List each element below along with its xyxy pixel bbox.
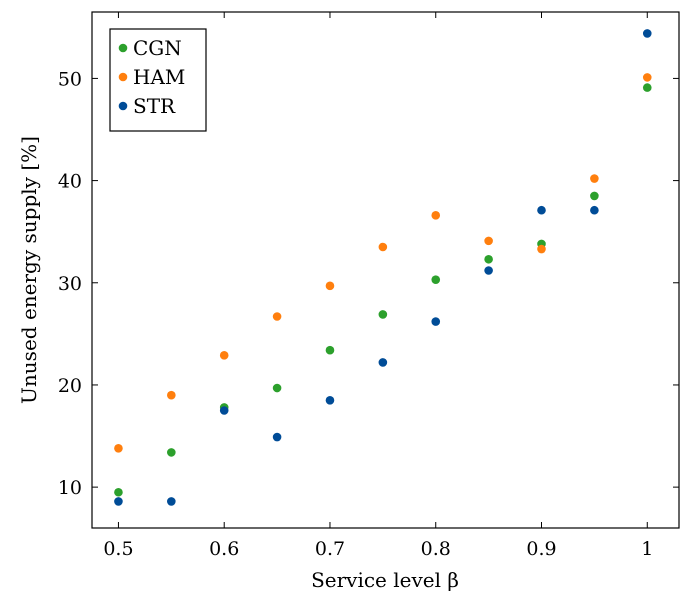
y-tick-label-4: 50 <box>58 68 82 90</box>
legend-marker-cgn <box>118 43 128 53</box>
point-ham-6 <box>431 211 441 220</box>
point-ham-5 <box>378 242 388 252</box>
point-str-6 <box>431 317 441 326</box>
point-str-5 <box>378 358 388 367</box>
point-cgn-1 <box>167 448 176 457</box>
point-cgn-5 <box>378 310 388 319</box>
point-ham-4 <box>325 281 335 291</box>
point-str-2 <box>219 406 229 415</box>
x-axis-label: Service level β <box>311 568 459 592</box>
point-ham-7 <box>484 236 493 246</box>
point-str-9 <box>590 205 599 215</box>
point-ham-8 <box>537 244 546 254</box>
legend-label-ham: HAM <box>133 65 185 89</box>
x-tick-label-2: 0.7 <box>315 538 345 560</box>
point-str-3 <box>272 432 282 442</box>
point-cgn-0 <box>114 487 123 497</box>
plot-frame <box>91 11 680 529</box>
legend: CGN HAM STR <box>109 28 207 132</box>
y-axis-label: Unused energy supply [%] <box>17 136 41 404</box>
point-ham-9 <box>590 174 599 183</box>
data-points <box>114 29 652 506</box>
legend-label-cgn: CGN <box>133 36 182 60</box>
point-cgn-10 <box>642 83 652 92</box>
x-tick-label-1: 0.6 <box>209 538 239 560</box>
point-str-10 <box>642 29 652 38</box>
y-tick-label-1: 20 <box>58 375 82 397</box>
x-axis-ticks: 0.5 0.6 0.7 0.8 0.9 1 <box>103 12 653 560</box>
y-axis-ticks: 10 20 30 40 50 <box>58 68 679 499</box>
point-ham-3 <box>272 312 282 321</box>
point-ham-0 <box>114 444 123 453</box>
point-ham-1 <box>167 390 176 400</box>
y-tick-label-2: 30 <box>58 273 82 295</box>
point-str-0 <box>114 497 123 506</box>
point-ham-2 <box>219 351 229 360</box>
x-tick-label-0: 0.5 <box>103 538 133 560</box>
point-str-7 <box>484 266 493 275</box>
point-str-4 <box>325 395 335 405</box>
legend-marker-ham <box>118 72 128 82</box>
x-tick-label-3: 0.8 <box>421 538 451 560</box>
legend-marker-str <box>118 101 128 111</box>
point-str-8 <box>537 205 546 215</box>
point-ham-10 <box>642 73 652 82</box>
y-tick-label-0: 10 <box>58 477 82 499</box>
point-cgn-9 <box>590 191 599 201</box>
x-tick-label-4: 0.9 <box>526 538 556 560</box>
point-cgn-6 <box>431 275 441 285</box>
point-str-1 <box>167 497 176 506</box>
x-tick-label-5: 1 <box>641 538 653 560</box>
legend-label-str: STR <box>133 94 176 118</box>
y-tick-label-3: 40 <box>58 171 82 193</box>
point-cgn-4 <box>325 345 335 355</box>
point-cgn-7 <box>484 254 493 264</box>
point-cgn-3 <box>272 383 282 393</box>
